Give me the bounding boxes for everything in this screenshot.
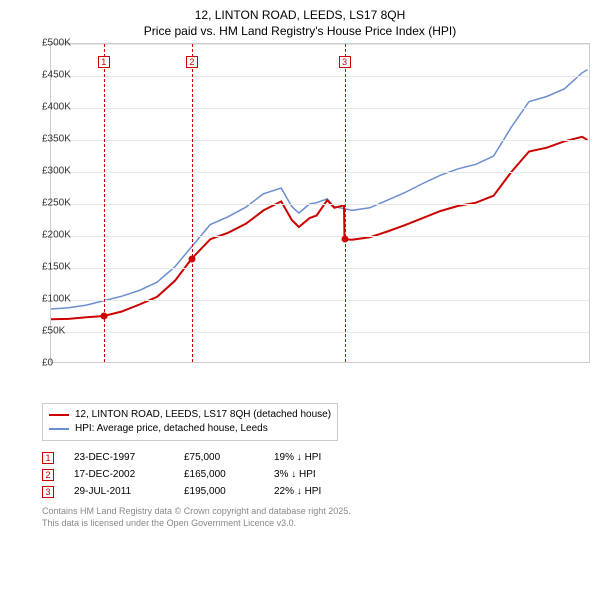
sales-date: 17-DEC-2002	[74, 466, 164, 483]
x-tick-label: 2021	[511, 362, 524, 363]
annotation-index-box: 3	[339, 56, 351, 68]
x-tick-label: 2022	[529, 362, 542, 363]
x-tick-label: 2011	[334, 362, 347, 363]
x-tick-label: 2003	[193, 362, 206, 363]
legend-swatch	[49, 414, 69, 416]
x-tick-label: 2016	[423, 362, 436, 363]
sales-row: 3 29-JUL-2011 £195,000 22% ↓ HPI	[42, 483, 590, 500]
x-tick-label: 2020	[494, 362, 507, 363]
gridline-h	[51, 236, 589, 237]
x-tick-label: 2012	[352, 362, 365, 363]
x-tick-label: 2025	[582, 362, 590, 363]
sales-date: 29-JUL-2011	[74, 483, 164, 500]
sales-price: £195,000	[184, 483, 254, 500]
sales-delta: 22% ↓ HPI	[274, 483, 354, 500]
annotation-vline	[192, 44, 193, 362]
chart-plot: 1995199619971998199920002001200220032004…	[50, 43, 590, 363]
sale-marker-dot	[341, 236, 348, 243]
y-tick-label: £50K	[42, 326, 46, 337]
y-tick-label: £350K	[42, 134, 46, 145]
y-tick-label: £500K	[42, 38, 46, 49]
y-tick-label: £100K	[42, 294, 46, 305]
x-tick-label: 2009	[299, 362, 312, 363]
x-tick-label: 1996	[69, 362, 82, 363]
annotation-index-box: 2	[186, 56, 198, 68]
sale-marker-dot	[188, 255, 195, 262]
annotation-index-box: 1	[98, 56, 110, 68]
sales-index-box: 2	[42, 469, 54, 481]
chart-area: 1995199619971998199920002001200220032004…	[50, 43, 580, 363]
series-line-hpi	[51, 70, 588, 309]
x-tick-label: 1999	[122, 362, 135, 363]
y-tick-label: £200K	[42, 230, 46, 241]
gridline-h	[51, 44, 589, 45]
chart-title-block: 12, LINTON ROAD, LEEDS, LS17 8QH Price p…	[10, 8, 590, 39]
x-tick-label: 2023	[547, 362, 560, 363]
legend-row: HPI: Average price, detached house, Leed…	[49, 422, 331, 436]
chart-title-line1: 12, LINTON ROAD, LEEDS, LS17 8QH	[10, 8, 590, 24]
x-tick-label: 2002	[175, 362, 188, 363]
y-tick-label: £300K	[42, 166, 46, 177]
sales-index-box: 3	[42, 486, 54, 498]
y-tick-label: £450K	[42, 70, 46, 81]
footer-attribution: Contains HM Land Registry data © Crown c…	[42, 506, 590, 529]
x-tick-label: 2000	[140, 362, 153, 363]
sales-price: £165,000	[184, 466, 254, 483]
gridline-h	[51, 268, 589, 269]
x-tick-label: 2001	[157, 362, 170, 363]
x-tick-label: 2017	[441, 362, 454, 363]
legend-row: 12, LINTON ROAD, LEEDS, LS17 8QH (detach…	[49, 408, 331, 422]
x-tick-label: 2014	[387, 362, 400, 363]
x-tick-label: 2018	[458, 362, 471, 363]
x-tick-label: 1998	[104, 362, 117, 363]
sales-index-box: 1	[42, 452, 54, 464]
sales-row: 2 17-DEC-2002 £165,000 3% ↓ HPI	[42, 466, 590, 483]
gridline-h	[51, 332, 589, 333]
gridline-h	[51, 300, 589, 301]
sales-table: 1 23-DEC-1997 £75,000 19% ↓ HPI 2 17-DEC-2002…	[42, 449, 590, 500]
sales-delta: 3% ↓ HPI	[274, 466, 354, 483]
x-tick-label: 2008	[281, 362, 294, 363]
x-tick-label: 2007	[263, 362, 276, 363]
series-line-price_paid	[51, 137, 588, 319]
legend-swatch	[49, 428, 69, 430]
sales-row: 1 23-DEC-1997 £75,000 19% ↓ HPI	[42, 449, 590, 466]
x-tick-label: 1997	[86, 362, 99, 363]
chart-title-line2: Price paid vs. HM Land Registry's House …	[10, 24, 590, 40]
y-tick-label: £250K	[42, 198, 46, 209]
gridline-h	[51, 76, 589, 77]
legend-label: 12, LINTON ROAD, LEEDS, LS17 8QH (detach…	[75, 408, 331, 422]
x-tick-label: 2024	[564, 362, 577, 363]
gridline-h	[51, 204, 589, 205]
annotation-vline	[345, 44, 346, 362]
y-tick-label: £150K	[42, 262, 46, 273]
x-tick-label: 2015	[405, 362, 418, 363]
sales-date: 23-DEC-1997	[74, 449, 164, 466]
chart-legend: 12, LINTON ROAD, LEEDS, LS17 8QH (detach…	[42, 403, 338, 441]
footer-line1: Contains HM Land Registry data © Crown c…	[42, 506, 590, 518]
sales-price: £75,000	[184, 449, 254, 466]
x-tick-label: 2019	[476, 362, 489, 363]
sale-marker-dot	[100, 313, 107, 320]
gridline-h	[51, 108, 589, 109]
x-tick-label: 2013	[370, 362, 383, 363]
y-tick-label: £0	[42, 358, 46, 369]
x-tick-label: 2004	[210, 362, 223, 363]
x-tick-label: 2005	[228, 362, 241, 363]
gridline-h	[51, 140, 589, 141]
footer-line2: This data is licensed under the Open Gov…	[42, 518, 590, 530]
x-tick-label: 2010	[317, 362, 330, 363]
x-tick-label: 2006	[246, 362, 259, 363]
y-tick-label: £400K	[42, 102, 46, 113]
legend-label: HPI: Average price, detached house, Leed…	[75, 422, 268, 436]
sales-delta: 19% ↓ HPI	[274, 449, 354, 466]
gridline-h	[51, 172, 589, 173]
